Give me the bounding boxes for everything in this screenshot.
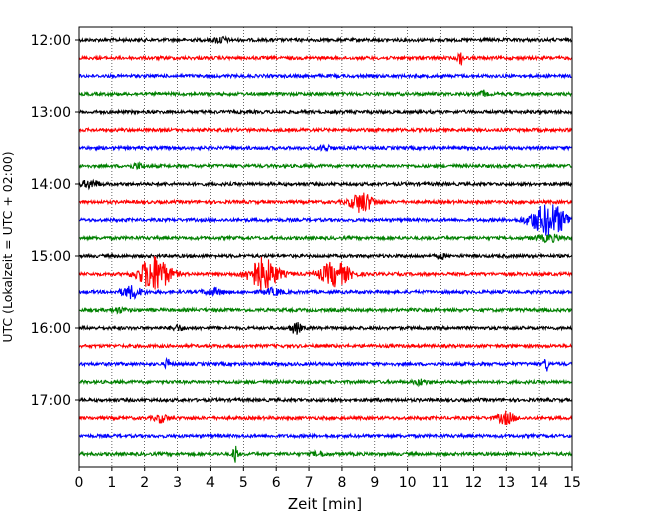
trace-1445: [78, 233, 573, 244]
trace-1715: [78, 410, 573, 426]
x-tick-label: 11: [432, 475, 450, 491]
trace-1330: [78, 143, 573, 153]
x-tick-label: 10: [399, 475, 417, 491]
trace-1415: [78, 192, 573, 213]
trace-1615: [78, 342, 573, 350]
x-tick-label: 7: [305, 475, 314, 491]
y-tick-label: 13:00: [31, 105, 71, 121]
trace-1500: [78, 252, 573, 260]
y-tick-label: 14:00: [31, 177, 71, 193]
trace-1745: [78, 445, 573, 463]
trace-1545: [78, 305, 573, 315]
trace-1345: [78, 161, 573, 171]
x-tick-label: 0: [75, 475, 84, 491]
x-tick-label: 9: [370, 475, 379, 491]
x-tick-label: 6: [272, 475, 281, 491]
x-tick-label: 3: [173, 475, 182, 491]
x-tick-label: 15: [563, 475, 581, 491]
trace-1430: [78, 204, 573, 237]
x-axis-title: Zeit [min]: [288, 495, 362, 513]
trace-1600: [78, 321, 573, 335]
trace-1400: [78, 178, 573, 191]
y-tick-label: 12:00: [31, 33, 71, 49]
x-tick-label: 13: [497, 475, 515, 491]
trace-lines: [78, 35, 573, 463]
y-tick-label: 16:00: [31, 321, 71, 337]
x-tick-label: 12: [464, 475, 482, 491]
trace-1730: [78, 432, 573, 440]
trace-1230: [78, 72, 573, 80]
grid-lines: [111, 27, 540, 467]
x-tick-label: 14: [530, 475, 548, 491]
y-tick-label: 15:00: [31, 249, 71, 265]
trace-1200: [78, 35, 573, 45]
plot-background: [79, 27, 572, 467]
trace-1530: [78, 285, 573, 301]
x-tick-label: 8: [337, 475, 346, 491]
trace-1630: [78, 356, 573, 372]
plot-frame: [78, 26, 573, 468]
y-axis-title: UTC (Lokalzeit = UTC + 02:00): [0, 151, 15, 342]
trace-1215: [78, 52, 573, 66]
x-tick-label: 5: [239, 475, 248, 491]
trace-1645: [78, 378, 573, 388]
y-axis: 12:00 13:00 14:00 15:00 16:00 17:00: [31, 33, 79, 409]
x-tick-label: 4: [206, 475, 215, 491]
trace-1315: [78, 126, 573, 134]
trace-1300: [78, 108, 573, 116]
trace-1515: [78, 256, 573, 291]
trace-1700: [78, 396, 573, 404]
y-tick-label: 17:00: [31, 393, 71, 409]
plot-area: [78, 26, 573, 468]
x-axis: 0 1 2 3 4 5 6 7 8 9 10 11 12 13 14 15: [75, 467, 581, 491]
trace-1245: [78, 89, 573, 98]
x-tick-label: 2: [140, 475, 149, 491]
x-tick-label: 1: [107, 475, 116, 491]
